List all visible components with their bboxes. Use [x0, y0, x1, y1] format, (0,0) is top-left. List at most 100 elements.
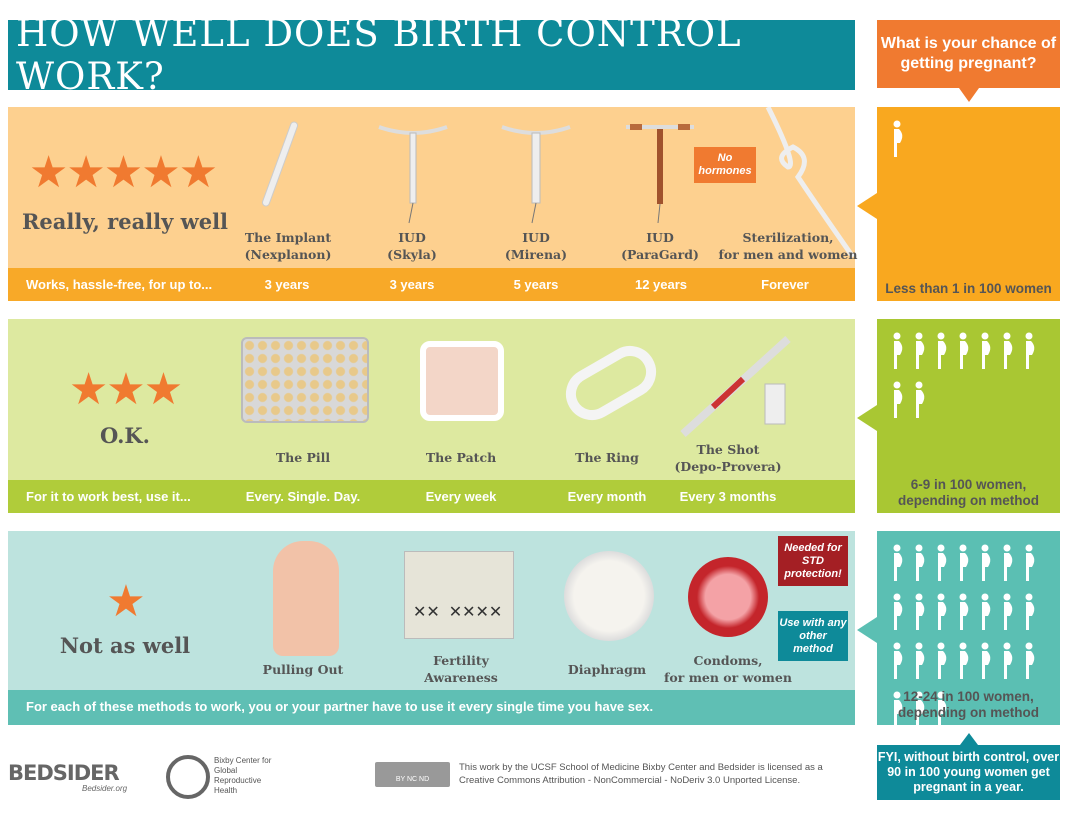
pregnant-woman-icon: [1023, 593, 1037, 631]
usage-band: For each of these methods to work, you o…: [8, 690, 855, 725]
sterilization-rope-image: [765, 107, 855, 259]
pregnant-woman-icon: [1023, 332, 1037, 370]
pregnant-woman-icon: [913, 593, 927, 631]
method-name: The Ring: [575, 450, 639, 465]
duration-value: 3 years: [264, 277, 310, 292]
method-sub: (Skyla): [387, 247, 437, 262]
pregnant-figures: [887, 541, 1057, 737]
pregnant-woman-icon: [979, 642, 993, 680]
iud-paragard-image: [626, 124, 694, 224]
duration-band: Works, hassle-free, for up to... 3 years…: [8, 268, 855, 301]
chance-box-1: Less than 1 in 100 women: [857, 107, 1060, 301]
implant-image: [260, 120, 300, 208]
tier-really-well: ★★★★★ Really, really well No hormones Th…: [8, 107, 858, 301]
band-label: For it to work best, use it...: [26, 489, 191, 504]
pregnant-woman-icon: [979, 593, 993, 631]
band-label: Works, hassle-free, for up to...: [26, 277, 213, 292]
frequency-value: Every week: [425, 489, 497, 504]
method-name: Diaphragm: [567, 662, 647, 677]
method-name: The Pill: [275, 450, 331, 465]
bedsider-logo: BEDSIDER: [8, 761, 120, 785]
cc-license-icon: BY NC ND: [375, 762, 450, 787]
duration-value: Forever: [761, 277, 809, 292]
pregnant-woman-icon: [1001, 642, 1015, 680]
ring-image: [556, 336, 666, 430]
pregnant-woman-icon: [891, 642, 905, 680]
rating-label: Really, really well: [21, 209, 229, 234]
method-sub: for men or women: [664, 670, 792, 685]
method-sub: Awareness: [424, 670, 498, 685]
tier-ok: ★★★ O.K. The Pill The Patch The Ring The…: [8, 319, 855, 513]
std-protection-tag: Needed for STD protection!: [778, 536, 848, 586]
method-name: Condoms,: [693, 653, 763, 668]
pregnant-woman-icon: [979, 544, 993, 582]
pill-pack-image: [241, 337, 369, 423]
method-name: IUD: [646, 230, 674, 245]
method-sub: (Nexplanon): [244, 247, 332, 262]
chance-box-2: 6-9 in 100 women, depending on method: [857, 319, 1060, 513]
question-box: What is your chance of getting pregnant?: [877, 20, 1060, 102]
method-name: Fertility: [433, 653, 489, 668]
chance-label: 12-24 in 100 women, depending on method: [898, 689, 1039, 720]
pregnant-woman-icon: [891, 544, 905, 582]
pregnant-woman-icon: [935, 593, 949, 631]
five-stars-icon: ★★★★★: [28, 148, 218, 197]
pregnant-woman-icon: [935, 691, 949, 729]
pregnant-woman-icon: [1001, 593, 1015, 631]
iud-skyla-image: [378, 125, 448, 224]
chance-box-3: 12-24 in 100 women, depending on method: [857, 531, 1060, 728]
pregnant-woman-icon: [913, 332, 927, 370]
duration-value: 5 years: [513, 277, 559, 292]
use-with-other-tag: Use with any other method: [778, 611, 848, 661]
crossed-fingers-image: [273, 541, 339, 656]
pregnant-woman-icon: [891, 332, 905, 370]
pregnant-woman-icon: [957, 593, 971, 631]
pregnant-woman-icon: [913, 381, 927, 419]
frequency-band: For it to work best, use it... Every. Si…: [8, 480, 855, 513]
pregnant-woman-icon: [935, 332, 949, 370]
method-name: Pulling Out: [262, 662, 344, 677]
pregnant-woman-icon: [935, 642, 949, 680]
pregnant-woman-icon: [935, 544, 949, 582]
pregnant-woman-icon: [913, 642, 927, 680]
pregnant-woman-icon: [979, 332, 993, 370]
bixby-center-label: Bixby Center for Global Reproductive Hea…: [214, 756, 272, 795]
method-sub: (ParaGard): [621, 247, 699, 262]
pregnant-woman-icon: [957, 332, 971, 370]
chance-label: Less than 1 in 100 women: [885, 281, 1052, 296]
tier-not-as-well: ★ Not as well ✕✕ ✕✕✕✕ Needed for STD pro…: [8, 531, 855, 725]
pregnant-woman-icon: [891, 691, 905, 729]
iud-mirena-image: [501, 125, 571, 224]
frequency-value: Every. Single. Day.: [245, 489, 361, 504]
method-name: The Implant: [244, 230, 332, 245]
pregnant-figures: [887, 329, 1057, 427]
pregnant-woman-icon: [913, 544, 927, 582]
pregnant-woman-icon: [1023, 544, 1037, 582]
rating-label: Not as well: [59, 633, 191, 658]
duration-value: 3 years: [389, 277, 435, 292]
chance-label: 6-9 in 100 women, depending on method: [898, 477, 1039, 508]
page-title: HOW WELL DOES BIRTH CONTROL WORK?: [8, 12, 855, 98]
license-text: This work by the UCSF School of Medicine…: [459, 762, 823, 786]
shot-image: [680, 336, 791, 437]
method-sub: for men and women: [718, 247, 858, 262]
diaphragm-image: [564, 551, 654, 641]
pregnant-woman-icon: [1001, 332, 1015, 370]
one-star-icon: ★: [106, 577, 145, 626]
fertility-calendar-image: ✕✕ ✕✕✕✕: [404, 551, 514, 639]
method-name: IUD: [398, 230, 426, 245]
method-sub: (Mirena): [504, 247, 568, 262]
three-stars-icon: ★★★: [68, 365, 183, 414]
pregnant-woman-icon: [1023, 642, 1037, 680]
method-name: The Patch: [425, 450, 497, 465]
frequency-value: Every month: [567, 489, 647, 504]
pregnant-woman-icon: [913, 691, 927, 729]
condom-image: [688, 557, 768, 637]
patch-image: [420, 341, 504, 421]
method-name: IUD: [522, 230, 550, 245]
band-label: For each of these methods to work, you o…: [26, 699, 654, 714]
method-sub: (Depo-Provera): [674, 459, 782, 474]
pregnant-woman-icon: [891, 593, 905, 631]
pregnant-woman-icon: [891, 381, 905, 419]
duration-value: 12 years: [634, 277, 688, 292]
